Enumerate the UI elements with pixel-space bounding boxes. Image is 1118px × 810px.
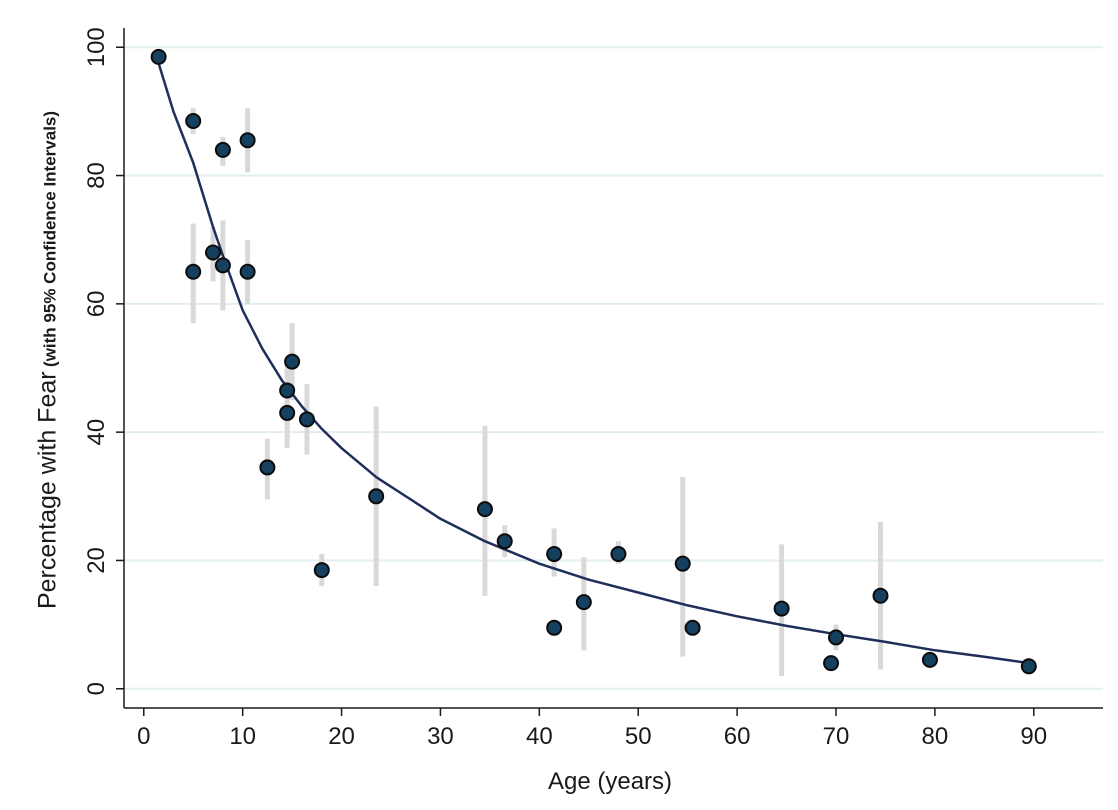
x-tick-label: 90 [1020,723,1047,750]
y-tick-label: 60 [83,290,110,317]
x-tick-label: 40 [526,723,553,750]
y-tick-label: 20 [83,547,110,574]
data-point-20 [610,546,627,563]
y-axis-title-main: Percentage with Fear [33,371,62,610]
data-point-10 [279,404,296,421]
axes: 0 20 40 60 80 100 0 10 20 30 40 50 60 70 80 90 [83,27,1103,750]
data-point-12 [298,411,315,428]
data-point-28 [1020,658,1037,675]
data-point-3 [205,244,221,261]
data-point-13 [313,562,330,579]
x-tick-label: 60 [724,723,751,750]
data-point-14 [368,488,385,505]
x-tick-label: 0 [137,723,150,750]
gridlines [124,46,1103,690]
data-point-6 [239,132,256,149]
x-tick-label: 20 [328,723,355,750]
data-point-27 [921,651,938,668]
data-point-17 [546,546,563,563]
data-point-1 [185,113,202,130]
data-point-19 [575,594,592,611]
data-point-7 [239,263,256,280]
y-tick-label: 80 [83,162,110,189]
data-point-15 [476,501,493,518]
y-axis-title: Percentage with Fear (with 95% Confidenc… [34,111,63,609]
x-tick-label: 50 [625,723,652,750]
data-point-24 [823,655,840,672]
data-point-0 [150,48,167,65]
data-point-5 [214,257,231,274]
data-point-25 [828,629,844,646]
data-point-9 [279,382,296,399]
data-point-4 [214,141,231,158]
y-tick-label: 100 [83,27,110,67]
y-axis-title-suffix: (with 95% Confidence Intervals) [40,110,60,367]
data-point-8 [259,459,276,476]
x-tick-label: 10 [229,723,256,750]
x-tick-label: 80 [922,723,949,750]
y-tick-label: 0 [83,682,110,695]
data-point-16 [496,533,513,550]
data-points [150,48,1037,675]
data-point-18 [546,619,563,636]
data-point-23 [773,600,790,617]
data-point-26 [872,587,889,604]
y-tick-label: 40 [83,419,110,446]
data-point-11 [284,353,301,370]
x-tick-label: 70 [823,723,850,750]
x-tick-label: 30 [427,723,454,750]
data-point-2 [185,263,202,280]
data-point-21 [674,555,691,572]
data-point-22 [684,619,701,636]
x-axis-title: Age (years) [547,768,673,795]
